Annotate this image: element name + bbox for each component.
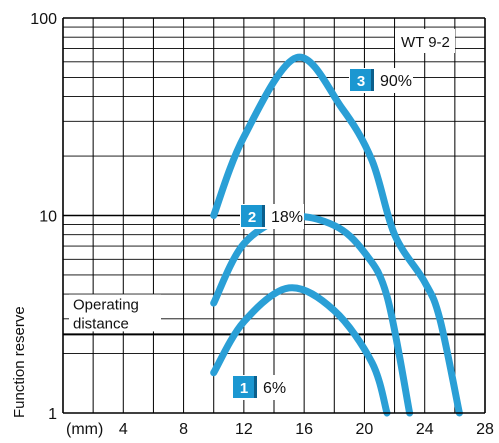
- x-tick-label: 8: [179, 421, 188, 438]
- x-tick-label: 28: [476, 421, 494, 438]
- series-name: 6%: [263, 380, 286, 397]
- series-label-3: 3 90%: [349, 68, 413, 93]
- series-badge-number: 2: [248, 209, 256, 226]
- series-badge-shadow: [262, 205, 265, 227]
- series-labels: 1 6% 2 18% 3 90%: [232, 68, 413, 400]
- series-label-2: 2 18%: [240, 204, 304, 229]
- y-tick-label: 10: [39, 209, 57, 226]
- operating-distance-label-bg: [69, 294, 161, 332]
- series-label-1: 1 6%: [232, 375, 296, 400]
- y-tick-label: 1: [48, 406, 57, 423]
- operating-distance-label-line: distance: [73, 315, 129, 332]
- series-line-1: [210, 284, 391, 417]
- operating-distance: Operating distance: [63, 294, 485, 336]
- series-badge: [350, 69, 374, 91]
- series-badge-number: 1: [240, 380, 248, 397]
- model-label: WT 9-2: [401, 34, 450, 51]
- series-badge: [233, 376, 257, 398]
- series-lines: [210, 54, 463, 417]
- x-tick-label: 12: [235, 421, 253, 438]
- series-badge-shadow: [371, 69, 374, 91]
- series-badge-shadow: [254, 376, 257, 398]
- y-axis-label: Function reserve: [11, 306, 28, 418]
- y-tick-label: 100: [30, 11, 57, 28]
- series-name: 90%: [380, 73, 412, 90]
- series-badge-number: 3: [357, 73, 365, 90]
- operating-distance-label-line: Operating: [73, 296, 139, 313]
- x-unit-label: (mm): [66, 421, 103, 438]
- x-tick-label: 16: [295, 421, 313, 438]
- x-tick-label: 20: [356, 421, 374, 438]
- series-line-3: [210, 54, 463, 417]
- x-tick-label: 24: [416, 421, 434, 438]
- series-badge: [241, 205, 265, 227]
- model-label-box: WT 9-2: [395, 29, 455, 53]
- series-line-2: [210, 212, 414, 417]
- grid: [63, 18, 485, 413]
- x-tick-label: 4: [119, 421, 128, 438]
- series-name: 18%: [271, 209, 303, 226]
